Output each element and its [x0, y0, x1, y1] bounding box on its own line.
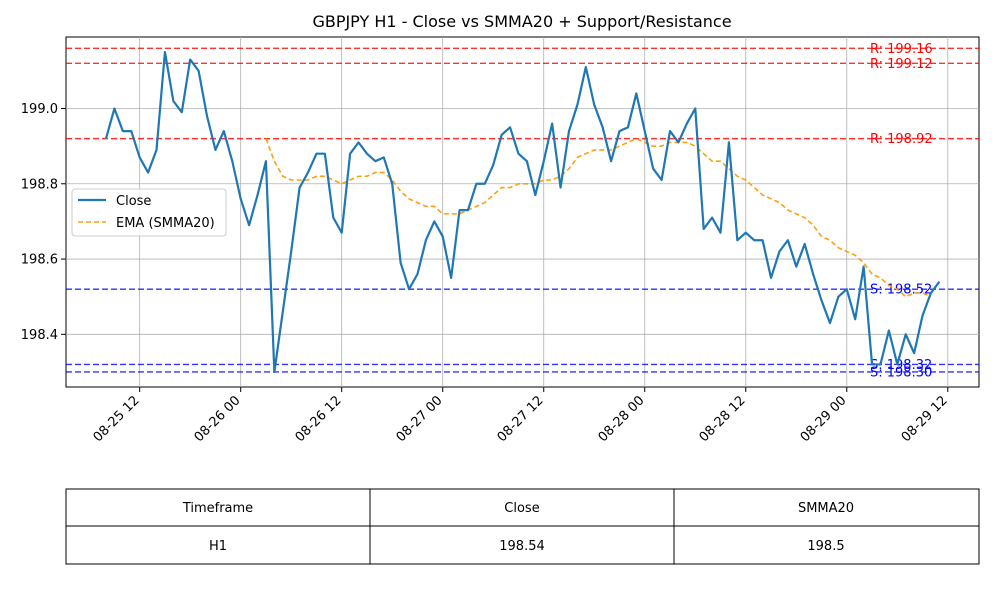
resistance-label: R: 198.92	[870, 132, 933, 147]
table-cell-timeframe: H1	[209, 539, 227, 554]
y-tick-label: 198.4	[21, 328, 58, 343]
resistance-label: R: 199.16	[870, 42, 933, 57]
y-tick-label: 198.8	[21, 177, 58, 192]
support-label: S: 198.52	[870, 283, 932, 298]
plot-area: 08-25 12 08-26 00 08-26 12 08-27 00 08-27 12…	[21, 36, 980, 445]
x-tick-label: 08-29 00	[798, 393, 850, 445]
resistance-label: R: 199.12	[870, 57, 933, 72]
y-tick-label: 198.6	[21, 253, 58, 268]
chart-title: GBPJPY H1 - Close vs SMMA20 + Support/Re…	[312, 12, 731, 31]
x-tick-label: 08-28 12	[697, 393, 749, 445]
x-tick-label: 08-26 00	[192, 393, 244, 445]
table-header-close: Close	[504, 501, 539, 516]
table-header-timeframe: Timeframe	[182, 501, 253, 516]
legend-close-label: Close	[116, 194, 151, 209]
x-tick-label: 08-26 12	[293, 393, 345, 445]
x-tick-label: 08-27 12	[495, 393, 547, 445]
table-header-smma20: SMMA20	[798, 501, 854, 516]
support-label: S: 198.32	[870, 358, 932, 373]
x-tick-label: 08-28 00	[596, 393, 648, 445]
table-cell-smma20: 198.5	[807, 539, 844, 554]
x-tick-label: 08-27 00	[394, 393, 446, 445]
close-series-line	[104, 50, 941, 374]
table-cell-close: 198.54	[499, 539, 545, 554]
legend-box	[71, 188, 227, 237]
y-tick-label: 199.0	[21, 102, 58, 117]
legend-ema-label: EMA (SMMA20)	[116, 216, 215, 231]
summary-table: Timeframe Close SMMA20 H1 198.54 198.5	[65, 488, 980, 565]
legend: Close EMA (SMMA20)	[71, 188, 227, 237]
x-tick-label: 08-25 12	[91, 393, 143, 445]
ema-series-line	[265, 137, 932, 298]
x-tick-label: 08-29 12	[899, 393, 951, 445]
support-label: S: 198.30	[870, 365, 932, 380]
